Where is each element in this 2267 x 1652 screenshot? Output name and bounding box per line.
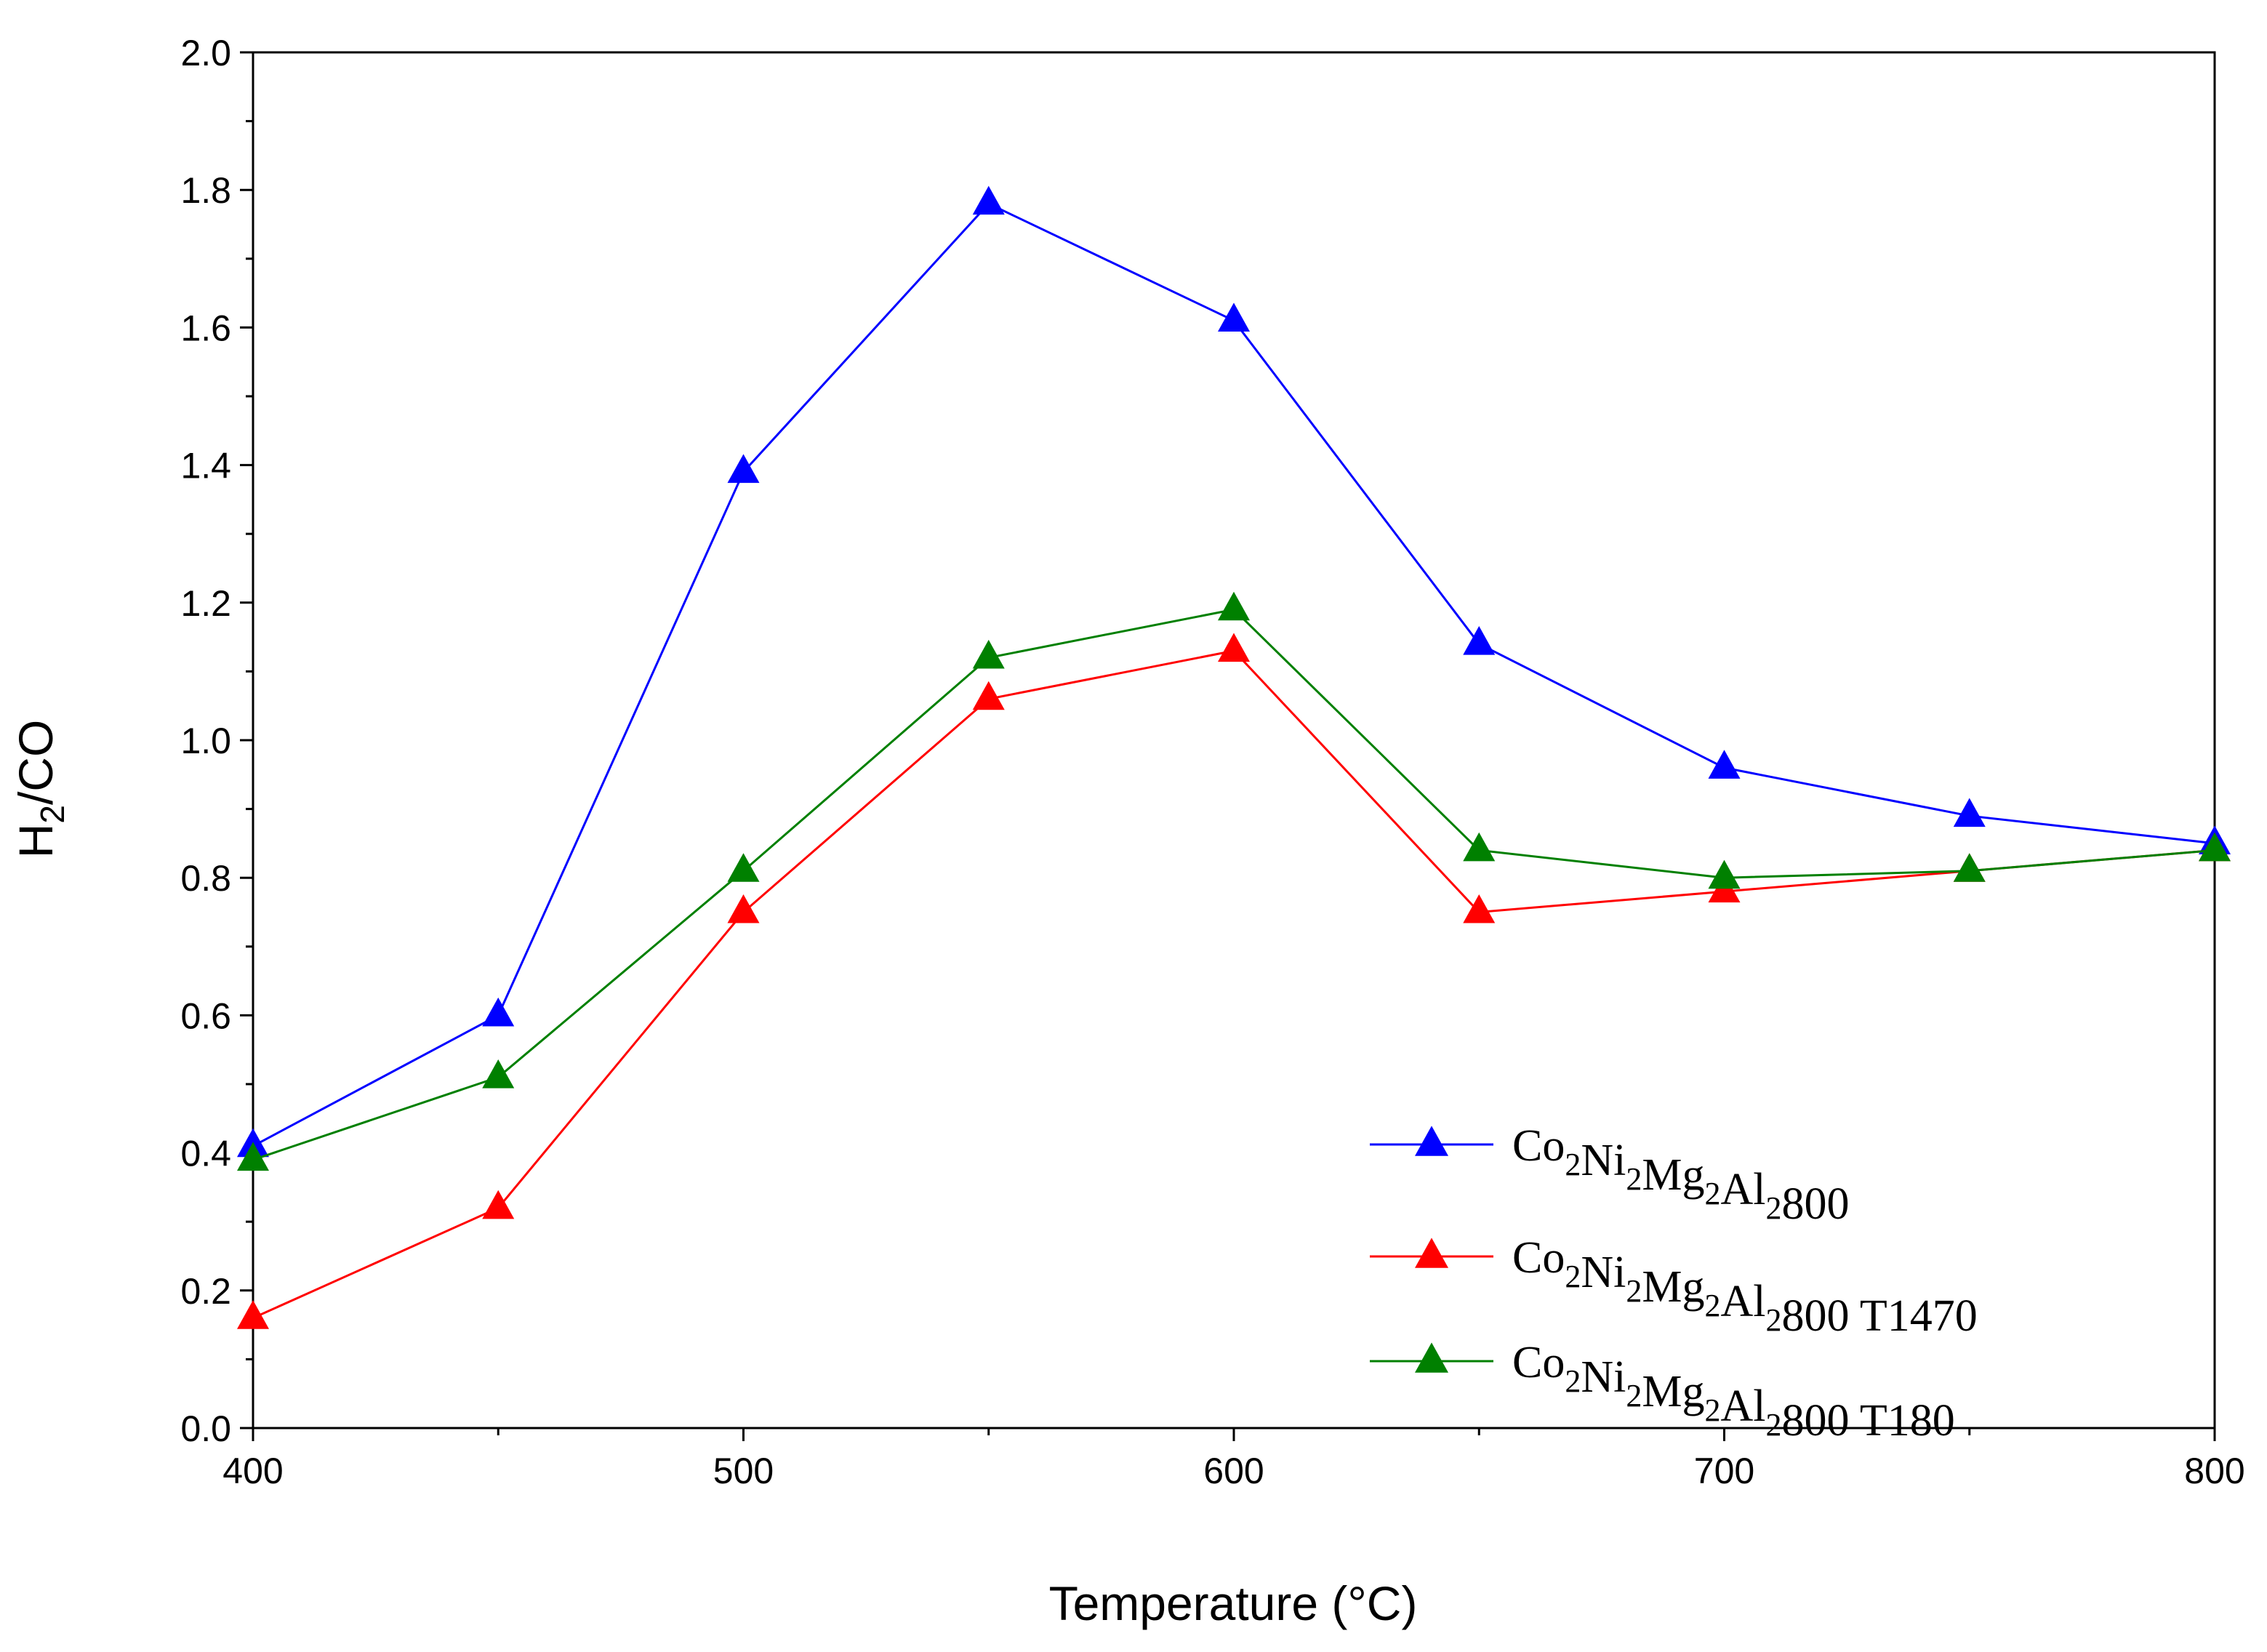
data-point	[1463, 894, 1496, 923]
data-point	[727, 454, 760, 484]
data-point	[1218, 302, 1250, 332]
data-point	[482, 1190, 515, 1219]
y-tick-label: 0.4	[180, 1134, 231, 1174]
series-layer	[237, 185, 2231, 1329]
y-axis-title-rest: /CO	[9, 720, 63, 805]
legend-item: Co2Ni2Mg2Al2800	[1370, 1121, 1850, 1229]
legend-item: Co2Ni2Mg2Al2800 T1470	[1370, 1233, 1978, 1341]
x-tick-label: 700	[1694, 1451, 1754, 1491]
y-tick-label: 0.0	[180, 1408, 231, 1449]
data-point	[482, 1059, 515, 1088]
legend-label: Co2Ni2Mg2Al2800 T180	[1512, 1338, 1955, 1446]
data-point	[237, 1300, 269, 1329]
plot-border	[252, 51, 2216, 1430]
y-axis-title-main: H	[9, 824, 63, 859]
data-point	[2199, 832, 2231, 862]
x-tick-label: 800	[2184, 1451, 2244, 1491]
y-tick-label: 1.2	[180, 583, 231, 624]
x-tick-label: 500	[713, 1451, 774, 1491]
data-point	[1463, 832, 1496, 862]
data-point	[972, 639, 1005, 669]
y-tick-label: 1.8	[180, 170, 231, 211]
data-point	[1218, 591, 1250, 621]
legend-marker	[1415, 1126, 1448, 1156]
legend-label: Co2Ni2Mg2Al2800 T1470	[1512, 1233, 1978, 1341]
legend-marker	[1415, 1238, 1448, 1268]
legend-marker	[1415, 1342, 1448, 1373]
y-axis-title-sub: 2	[33, 805, 71, 824]
data-point	[972, 185, 1005, 215]
y-axis-title: H2/CO	[9, 720, 71, 859]
series-3	[237, 591, 2231, 1171]
data-point	[1953, 798, 1986, 827]
y-tick-label: 1.6	[180, 308, 231, 348]
x-tick-label: 400	[222, 1451, 283, 1491]
series-2	[237, 633, 2231, 1329]
data-point	[237, 1142, 269, 1171]
y-tick-label: 1.4	[180, 446, 231, 486]
y-tick-label: 2.0	[180, 33, 231, 73]
plot-frame	[252, 51, 2216, 1430]
data-point	[972, 681, 1005, 710]
y-tick-label: 0.8	[180, 858, 231, 899]
y-axis: 0.0 0.2 0.4 0.6 0.8 1.0 1.2 1.4 1.6 1.8 2.0	[180, 33, 253, 1449]
data-point	[1708, 859, 1741, 889]
legend-item: Co2Ni2Mg2Al2800 T180	[1370, 1338, 1955, 1446]
data-point	[727, 894, 760, 923]
legend-label: Co2Ni2Mg2Al2800	[1512, 1121, 1850, 1229]
series-line	[252, 649, 2215, 1320]
series-line	[252, 608, 2215, 1161]
x-axis: 400 500 600 700 800	[222, 1428, 2245, 1491]
x-tick-label: 600	[1203, 1451, 1264, 1491]
data-point	[1953, 853, 1986, 882]
data-point	[727, 853, 760, 882]
y-tick-label: 1.0	[180, 721, 231, 761]
data-point	[1463, 626, 1496, 655]
series-line	[252, 202, 2215, 1147]
y-tick-label: 0.6	[180, 995, 231, 1036]
series-1	[237, 185, 2231, 1158]
data-point	[482, 997, 515, 1027]
x-axis-title: Temperature (°C)	[1049, 1576, 1418, 1630]
data-point	[1708, 750, 1741, 779]
data-point	[1218, 633, 1250, 662]
y-tick-label: 0.2	[180, 1271, 231, 1312]
